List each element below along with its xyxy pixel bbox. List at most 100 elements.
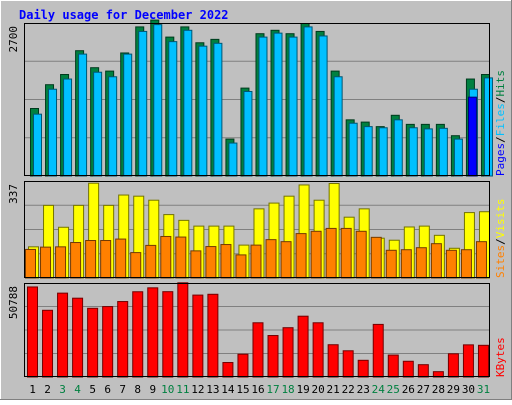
bar-kbytes-day-7 xyxy=(117,301,129,378)
bar-kbytes-day-24 xyxy=(372,323,384,378)
bar-files-day-2 xyxy=(48,88,58,177)
bar-files-day-22 xyxy=(348,122,358,177)
chart-title: Daily usage for December 2022 xyxy=(19,8,229,22)
x-tick-day-18: 18 xyxy=(281,383,294,396)
x-tick-day-29: 29 xyxy=(447,383,460,396)
bar-kbytes-day-13 xyxy=(207,293,219,378)
x-tick-day-24: 24 xyxy=(372,383,386,396)
bar-files-day-18 xyxy=(288,36,298,177)
bar-sites-day-17 xyxy=(265,239,277,279)
bar-files-day-7 xyxy=(123,53,133,177)
bar-files-day-1 xyxy=(33,113,42,177)
bar-kbytes-day-11 xyxy=(177,282,189,378)
panel-border xyxy=(24,181,490,278)
bar-kbytes-day-6 xyxy=(102,306,114,378)
series-sites-bars xyxy=(25,227,487,279)
bar-files-day-12 xyxy=(198,45,208,177)
x-tick-day-1: 1 xyxy=(29,383,36,396)
legend-sites: Sites xyxy=(494,245,507,278)
x-tick-day-5: 5 xyxy=(89,383,96,396)
bar-sites-day-9 xyxy=(145,244,157,279)
bar-files-day-28 xyxy=(438,127,448,177)
bar-files-day-3 xyxy=(63,78,73,177)
x-tick-day-19: 19 xyxy=(296,383,309,396)
bar-files-day-26 xyxy=(408,127,418,177)
x-tick-day-10: 10 xyxy=(161,383,174,396)
bar-kbytes-day-2 xyxy=(42,309,54,378)
bar-kbytes-day-19 xyxy=(297,315,309,378)
bar-files-day-17 xyxy=(273,32,283,177)
bar-kbytes-day-18 xyxy=(282,327,294,378)
x-tick-day-31: 31 xyxy=(477,383,490,396)
bar-kbytes-day-1 xyxy=(27,286,38,378)
legend-separator: / xyxy=(494,238,507,245)
bar-kbytes-day-3 xyxy=(57,292,69,378)
x-tick-day-15: 15 xyxy=(236,383,249,396)
x-tick-day-9: 9 xyxy=(149,383,156,396)
bar-kbytes-day-30 xyxy=(462,344,474,378)
x-tick-day-3: 3 xyxy=(59,383,66,396)
x-tick-day-23: 23 xyxy=(357,383,370,396)
legend-separator: / xyxy=(494,97,507,104)
x-tick-day-22: 22 xyxy=(342,383,355,396)
x-tick-day-4: 4 xyxy=(74,383,81,396)
y-max-tick-label: 337 xyxy=(7,184,20,204)
legend-kbytes: KBytes xyxy=(494,337,507,377)
bar-pages-day-30 xyxy=(467,96,477,177)
bar-files-day-25 xyxy=(393,119,403,177)
bar-files-day-21 xyxy=(333,76,343,177)
chart-panel-3: 50788 KBytes xyxy=(7,282,507,378)
bar-sites-day-26 xyxy=(400,249,412,279)
panel-border xyxy=(24,283,490,377)
chart-panel-2: 337 Sites/Visits xyxy=(7,181,507,279)
bar-kbytes-day-21 xyxy=(327,344,339,378)
x-tick-day-30: 30 xyxy=(462,383,475,396)
panel-border xyxy=(24,23,490,176)
bar-files-day-10 xyxy=(168,41,178,177)
panel-legend: KBytes xyxy=(494,337,507,377)
bar-sites-day-21 xyxy=(325,227,337,279)
bar-sites-day-27 xyxy=(415,247,427,279)
bar-files-day-23 xyxy=(363,126,373,177)
bar-sites-day-22 xyxy=(340,227,352,279)
x-tick-day-11: 11 xyxy=(176,383,189,396)
bar-kbytes-day-26 xyxy=(402,360,414,378)
bar-sites-day-16 xyxy=(250,244,262,279)
bar-sites-day-1 xyxy=(25,248,36,279)
bar-sites-day-29 xyxy=(445,249,457,279)
x-tick-day-2: 2 xyxy=(44,383,51,396)
bar-sites-day-25 xyxy=(385,249,397,279)
bar-sites-day-18 xyxy=(280,241,292,279)
x-tick-day-26: 26 xyxy=(402,383,415,396)
x-tick-day-7: 7 xyxy=(119,383,126,396)
x-tick-day-12: 12 xyxy=(191,383,204,396)
bar-sites-day-20 xyxy=(310,230,322,279)
bar-files-day-5 xyxy=(93,71,103,177)
bar-sites-day-7 xyxy=(115,238,127,279)
bar-sites-day-8 xyxy=(130,252,142,279)
x-tick-day-28: 28 xyxy=(432,383,445,396)
bar-sites-day-23 xyxy=(355,230,367,279)
bar-files-day-20 xyxy=(318,35,328,177)
bar-sites-day-6 xyxy=(100,240,112,279)
bar-files-day-9 xyxy=(153,24,163,177)
bar-files-day-8 xyxy=(138,30,148,177)
bar-files-day-19 xyxy=(303,26,313,177)
y-max-tick-label: 50788 xyxy=(7,286,20,319)
bar-kbytes-day-22 xyxy=(342,350,354,378)
bar-files-day-11 xyxy=(183,29,193,177)
bar-kbytes-day-16 xyxy=(252,322,264,378)
bar-kbytes-day-8 xyxy=(132,291,144,378)
legend-visits: Visits xyxy=(494,199,507,239)
bar-kbytes-day-20 xyxy=(312,322,324,378)
bar-sites-day-24 xyxy=(370,236,382,279)
bar-sites-day-11 xyxy=(175,236,187,279)
bar-kbytes-day-12 xyxy=(192,294,204,378)
bar-files-day-13 xyxy=(213,42,223,177)
x-tick-day-6: 6 xyxy=(104,383,111,396)
bar-sites-day-3 xyxy=(55,246,67,279)
bar-kbytes-day-10 xyxy=(162,291,174,378)
